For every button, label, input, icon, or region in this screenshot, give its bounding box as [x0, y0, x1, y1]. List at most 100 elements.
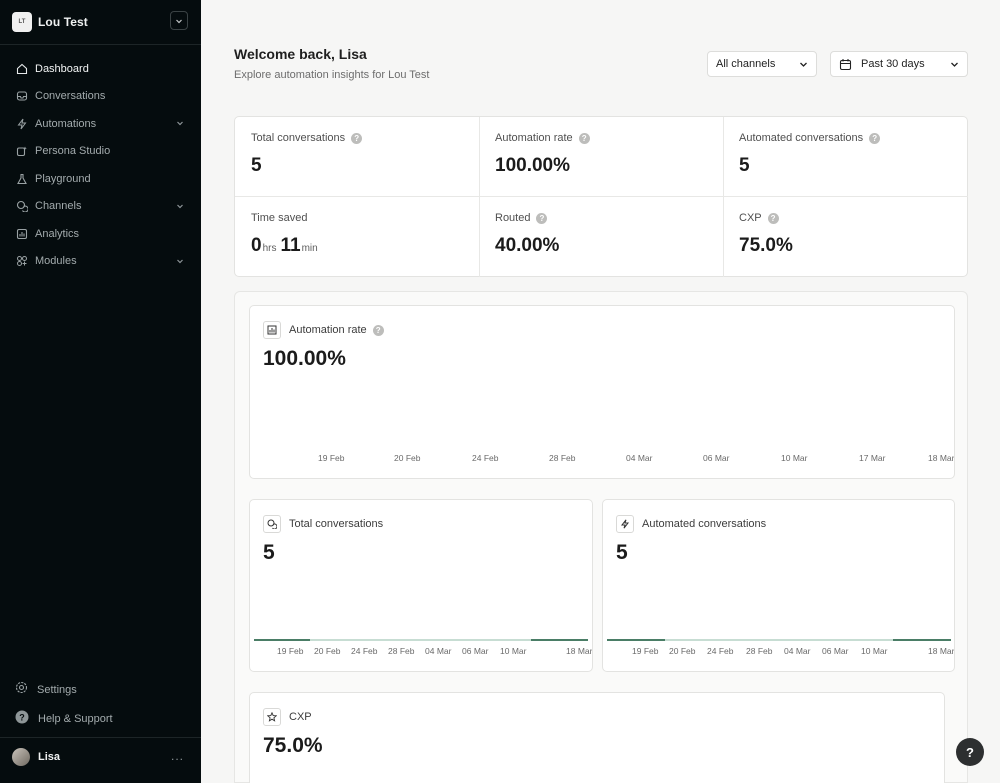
minutes-value: 11: [280, 235, 301, 256]
sidebar-divider: [0, 44, 201, 45]
help-icon[interactable]: ?: [767, 212, 779, 224]
help-icon[interactable]: ?: [536, 212, 548, 224]
sidebar-item-analytics[interactable]: Analytics: [8, 220, 192, 248]
chart-line-segment: [531, 639, 588, 641]
help-icon: ?: [15, 710, 29, 729]
stat-label: Total conversations?: [251, 132, 363, 144]
sidebar-item-label: Channels: [35, 200, 82, 213]
x-tick: 18 Mar: [566, 646, 593, 656]
charts-panel: Automation rate ? 100.00% 19 Feb 20 Feb …: [234, 291, 968, 783]
card-value: 75.0%: [263, 734, 323, 757]
star-icon: [263, 708, 281, 726]
page-subtitle: Explore automation insights for Lou Test: [234, 69, 430, 81]
help-icon[interactable]: ?: [869, 132, 881, 144]
chart-icon: [263, 321, 281, 339]
help-icon[interactable]: ?: [578, 132, 590, 144]
cxp-card: CXP 75.0%: [249, 692, 945, 783]
chevron-down-icon: [800, 62, 807, 67]
sidebar-item-label: Playground: [35, 172, 91, 185]
stat-value: 75.0%: [739, 235, 793, 256]
chevron-down-icon[interactable]: [176, 202, 184, 210]
help-icon[interactable]: ?: [372, 324, 384, 336]
sidebar-item-playground[interactable]: Playground: [8, 165, 192, 193]
card-title: Automated conversations: [642, 518, 767, 530]
sidebar-item-conversations[interactable]: Conversations: [8, 83, 192, 111]
gear-icon: [15, 681, 28, 699]
stat-label: Routed?: [495, 212, 548, 224]
chart-baseline: [607, 639, 951, 641]
stat-automation-rate: Automation rate? 100.00%: [479, 117, 723, 197]
x-tick: 17 Mar: [859, 453, 886, 463]
modules-icon: [15, 255, 28, 268]
card-value: 5: [616, 541, 628, 564]
chart-baseline: [254, 639, 588, 641]
x-tick: 19 Feb: [277, 646, 304, 656]
sidebar-item-label: Analytics: [35, 227, 80, 240]
x-tick: 10 Mar: [861, 646, 888, 656]
sidebar: LT Lou Test Dashboard Conversations Auto…: [0, 0, 201, 783]
x-tick: 04 Mar: [784, 646, 811, 656]
chevron-down-icon[interactable]: [176, 257, 184, 265]
x-tick: 18 Mar: [928, 453, 955, 463]
help-chat-button[interactable]: ?: [956, 738, 984, 766]
divider: [479, 117, 480, 277]
sidebar-item-help[interactable]: ? Help & Support: [8, 706, 192, 732]
divider: [723, 117, 724, 277]
hours-unit: hrs: [262, 243, 277, 254]
sidebar-item-settings[interactable]: Settings: [8, 677, 192, 703]
total-conversations-card: Total conversations 5 19 Feb 20 Feb 24 F…: [249, 499, 593, 672]
stat-value: 100.00%: [495, 155, 571, 176]
sidebar-item-label: Automations: [35, 117, 97, 130]
chart-icon: [15, 227, 28, 240]
sidebar-nav: Dashboard Conversations Automations Pers…: [8, 55, 192, 275]
stat-automated-conversations: Automated conversations? 5: [723, 117, 967, 197]
sidebar-item-automations[interactable]: Automations: [8, 110, 192, 138]
date-range-dropdown[interactable]: Past 30 days: [830, 51, 968, 77]
stat-label-text: Automated conversations: [739, 132, 864, 144]
chat-icon: [263, 515, 281, 533]
inbox-icon: [15, 90, 28, 103]
chevron-down-icon[interactable]: [176, 119, 184, 127]
sidebar-item-channels[interactable]: Channels: [8, 193, 192, 221]
help-icon[interactable]: ?: [351, 132, 363, 144]
automation-rate-card: Automation rate ? 100.00% 19 Feb 20 Feb …: [249, 305, 955, 479]
card-value: 5: [263, 541, 275, 564]
x-tick: 28 Feb: [388, 646, 415, 656]
x-tick: 24 Feb: [351, 646, 378, 656]
card-title: CXP: [289, 711, 312, 723]
user-menu[interactable]: Lisa ...: [12, 746, 188, 768]
chat-icon: [15, 200, 28, 213]
stats-grid: Total conversations? 5 Automation rate? …: [234, 116, 968, 277]
stat-total-conversations: Total conversations? 5: [235, 117, 479, 197]
sidebar-item-modules[interactable]: Modules: [8, 248, 192, 276]
sidebar-item-dashboard[interactable]: Dashboard: [8, 55, 192, 83]
stat-label-text: CXP: [739, 212, 762, 224]
chart-line-segment: [893, 639, 951, 641]
sidebar-item-label: Conversations: [35, 90, 106, 103]
x-tick: 28 Feb: [746, 646, 773, 656]
x-tick: 10 Mar: [500, 646, 527, 656]
x-tick: 19 Feb: [318, 453, 345, 463]
x-tick: 18 Mar: [928, 646, 955, 656]
x-tick: 20 Feb: [394, 453, 421, 463]
workspace-switcher[interactable]: LT Lou Test: [12, 10, 188, 34]
x-tick: 10 Mar: [781, 453, 808, 463]
svg-text:?: ?: [19, 712, 25, 722]
channel-filter-dropdown[interactable]: All channels: [707, 51, 817, 77]
help-label: Help & Support: [38, 713, 113, 725]
x-tick: 06 Mar: [703, 453, 730, 463]
automated-conversations-card: Automated conversations 5 19 Feb 20 Feb …: [602, 499, 955, 672]
sidebar-item-persona-studio[interactable]: Persona Studio: [8, 138, 192, 166]
x-tick: 20 Feb: [669, 646, 696, 656]
stat-value: 40.00%: [495, 235, 560, 256]
card-title: Automation rate: [289, 324, 367, 336]
more-options-icon[interactable]: ...: [170, 749, 184, 763]
workspace-toggle-button[interactable]: [170, 11, 188, 30]
x-tick: 28 Feb: [549, 453, 576, 463]
x-tick: 19 Feb: [632, 646, 659, 656]
date-range-value: Past 30 days: [861, 58, 925, 70]
card-value: 100.00%: [263, 347, 346, 370]
bolt-icon: [15, 117, 28, 130]
stat-value: 0hrs 11min: [251, 235, 322, 257]
page-title: Welcome back, Lisa: [234, 46, 367, 62]
